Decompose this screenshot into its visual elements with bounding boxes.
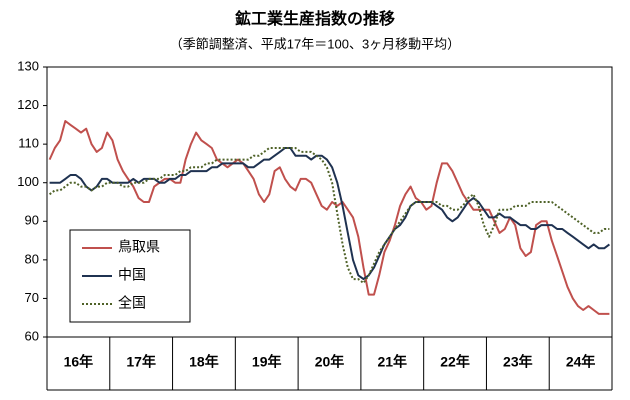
x-tick-label: 23年 [503,354,533,370]
chart-title: 鉱工業生産指数の推移 [235,9,395,28]
y-tick-label: 130 [17,58,39,73]
series-line [49,147,610,284]
legend-label: 鳥取県 [118,239,160,255]
y-tick-label: 90 [25,213,39,228]
series-line [48,120,610,315]
x-tick-label: 18年 [189,354,219,370]
plot-frame [46,66,613,338]
y-tick-label: 120 [17,97,39,112]
y-tick-label: 70 [25,290,39,305]
chart-subtitle: （季節調整済、平成17年＝100、3ヶ月移動平均） [170,36,460,51]
y-tick-label: 110 [18,136,39,151]
x-tick-label: 20年 [315,354,345,370]
x-tick-label: 22年 [440,354,470,370]
y-tick-label: 80 [25,251,39,266]
x-tick-label: 17年 [126,354,156,370]
legend-label: 中国 [118,267,146,283]
x-tick-label: 16年 [64,354,94,370]
y-tick-label: 100 [17,174,39,189]
x-tick-label: 21年 [377,354,407,370]
x-tick-label: 24年 [566,354,596,370]
y-tick-label: 60 [25,328,39,343]
series-line [49,147,610,281]
x-tick-label: 19年 [252,354,282,370]
legend-label: 全国 [118,295,146,311]
